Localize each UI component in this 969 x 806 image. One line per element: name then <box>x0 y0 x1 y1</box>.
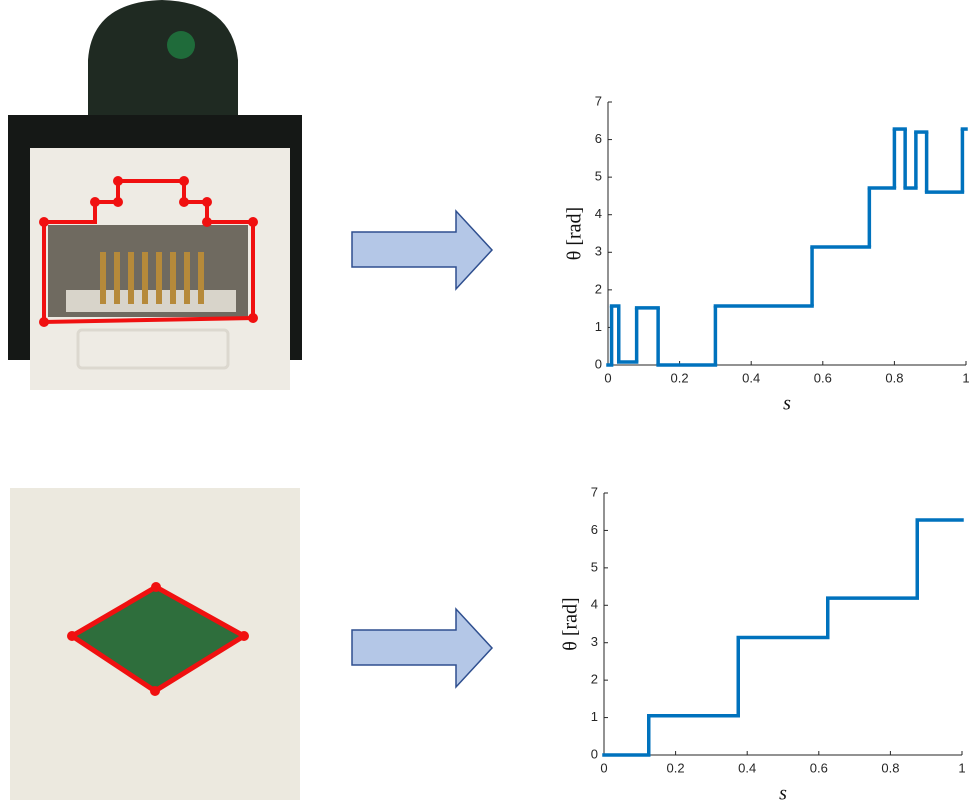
y-tick-label: 1 <box>595 319 602 334</box>
x-tick-label: 0.8 <box>885 370 903 385</box>
x-tick-label: 0.6 <box>810 760 828 775</box>
x-axis-title: s <box>783 393 791 415</box>
y-tick-label: 5 <box>591 559 598 574</box>
x-tick-label: 0.2 <box>671 370 689 385</box>
y-tick-label: 1 <box>591 709 598 724</box>
arrow <box>352 211 492 289</box>
x-axis-title: s <box>779 783 787 805</box>
x-tick-label: 0.4 <box>742 370 760 385</box>
y-tick-label: 6 <box>591 522 598 537</box>
x-tick-label: 0.2 <box>667 760 685 775</box>
x-tick-label: 0.4 <box>738 760 756 775</box>
y-tick-label: 0 <box>595 356 602 371</box>
y-tick-label: 4 <box>591 597 598 612</box>
y-tick-label: 2 <box>595 281 602 296</box>
figure: 0123456700.20.40.60.81sθ [rad]0123456700… <box>0 0 969 806</box>
diamond-photo <box>10 488 300 800</box>
y-tick-label: 2 <box>591 672 598 687</box>
y-tick-label: 3 <box>591 634 598 649</box>
y-axis-title: θ [rad] <box>560 597 582 650</box>
y-tick-label: 6 <box>595 131 602 146</box>
x-tick-label: 0.6 <box>814 370 832 385</box>
y-tick-label: 4 <box>595 206 602 221</box>
x-tick-label: 1 <box>958 760 965 775</box>
arrow <box>352 609 492 687</box>
y-tick-label: 5 <box>595 169 602 184</box>
jack-photo <box>8 0 302 390</box>
y-tick-label: 7 <box>591 484 598 499</box>
chart: 0 1 2 3 4 5 6 7 0 0.2 0.4 0.6 0.8 1 s θ [rad] <box>564 93 969 414</box>
chart: 0 1 2 3 4 5 6 7 0 0.2 0.4 0.6 0.8 1 s θ [rad] <box>560 484 966 804</box>
x-tick-label: 0 <box>600 760 607 775</box>
y-tick-label: 3 <box>595 244 602 259</box>
x-tick-label: 1 <box>962 370 969 385</box>
y-tick-label: 7 <box>595 93 602 108</box>
y-axis-title: θ [rad] <box>564 207 586 260</box>
x-tick-label: 0.8 <box>881 760 899 775</box>
x-tick-label: 0 <box>604 370 611 385</box>
y-tick-label: 0 <box>591 746 598 761</box>
